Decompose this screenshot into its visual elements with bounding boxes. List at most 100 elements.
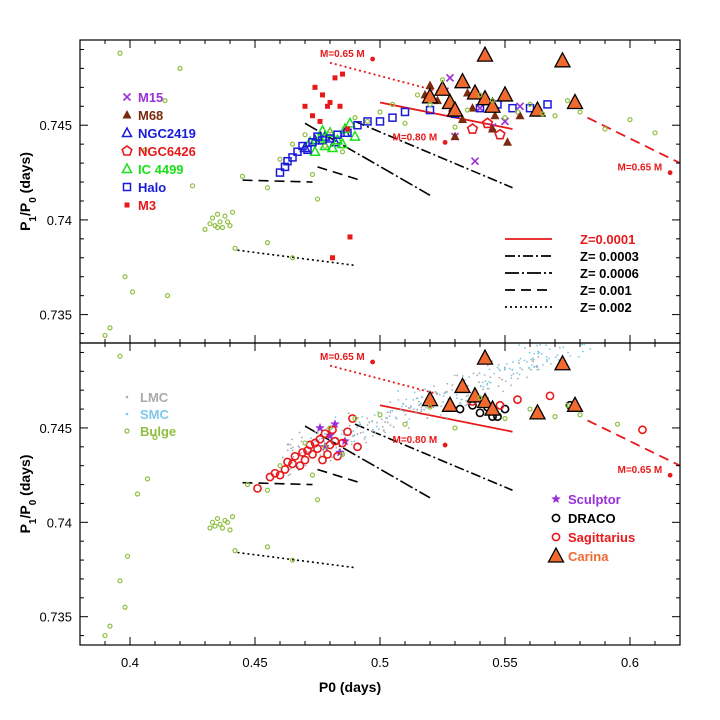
- point-smc: [320, 437, 323, 440]
- y-tick-label: 0.735: [39, 308, 72, 323]
- point-lmc: [532, 360, 534, 363]
- point-lmc: [289, 443, 292, 446]
- point-carina: [496, 85, 514, 102]
- y-tick-label: 0.745: [39, 118, 72, 133]
- point-lmc: [486, 364, 489, 367]
- point-bulge: [224, 519, 231, 525]
- point-smc: [484, 380, 487, 383]
- point-halo: [308, 138, 317, 147]
- point-m3: [317, 118, 323, 124]
- point-smc: [518, 373, 521, 376]
- point-bulge: [552, 414, 558, 420]
- point-ic4499: [314, 131, 326, 143]
- point-sagittarius: [320, 429, 330, 438]
- y-tick-label: 0.735: [39, 610, 72, 625]
- point-sagittarius: [253, 483, 262, 493]
- point-draco: [475, 408, 485, 418]
- point-sagittarius: [348, 414, 357, 423]
- legend-label: IC 4499: [138, 162, 184, 177]
- legend-label: Z= 0.002: [580, 300, 632, 315]
- point-bulge: [314, 196, 321, 202]
- point-bulge: [222, 213, 228, 219]
- legend-marker-ic4499: [121, 162, 133, 174]
- point-lmc: [451, 384, 454, 387]
- point-bulge: [202, 226, 208, 232]
- point-lmc: [298, 446, 301, 449]
- point-bulge: [377, 412, 383, 418]
- point-bulge: [564, 402, 571, 408]
- point-bulge: [539, 111, 546, 117]
- point-bulge: [502, 115, 508, 121]
- point-sagittarius: [298, 448, 307, 457]
- point-sagittarius: [343, 427, 352, 437]
- y-axis-title: P1/P0 (days): [17, 455, 39, 534]
- point-carina: [453, 72, 472, 89]
- point-sagittarius: [290, 451, 300, 461]
- point-smc: [583, 340, 585, 342]
- point-bulge: [214, 224, 221, 231]
- solar-symbol: [667, 472, 673, 478]
- point-smc: [536, 344, 538, 347]
- legend-marker-carina: [547, 546, 565, 563]
- plot-area-bottom: [102, 331, 680, 639]
- point-m68: [425, 80, 435, 89]
- point-smc: [481, 381, 484, 384]
- point-smc: [569, 354, 572, 357]
- point-smc: [456, 394, 458, 396]
- point-lmc: [291, 438, 293, 441]
- model-line-dashed: [587, 419, 680, 467]
- point-smc: [340, 433, 343, 435]
- point-sagittarius: [283, 457, 292, 467]
- point-smc: [596, 331, 598, 333]
- y-axis-title: P1/P0 (days): [17, 152, 39, 231]
- y-tick-label: 0.74: [47, 213, 72, 228]
- point-lmc: [394, 416, 397, 419]
- point-lmc: [371, 435, 374, 437]
- point-lmc: [442, 401, 445, 403]
- point-bulge: [464, 107, 471, 113]
- panel-top: M=0.65 M M=0.80 M M=0.65 M 0.735 0.74 0.745 P1…: [17, 39, 681, 344]
- point-smc: [455, 397, 458, 400]
- point-lmc: [356, 433, 359, 435]
- x-axis-title: P0 (days): [319, 679, 381, 695]
- point-lmc: [416, 408, 419, 411]
- solar-symbol: [442, 442, 448, 448]
- point-bulge: [427, 404, 433, 410]
- point-sculptor: [315, 422, 325, 432]
- point-bulge: [477, 395, 483, 401]
- point-carina: [441, 395, 459, 412]
- point-sagittarius: [280, 465, 290, 474]
- point-ngc6426: [494, 128, 506, 140]
- point-lmc: [348, 424, 351, 427]
- point-lmc: [456, 374, 459, 377]
- point-lmc: [286, 443, 289, 446]
- point-lmc: [388, 415, 391, 418]
- point-bulge: [309, 472, 316, 478]
- point-lmc: [287, 474, 290, 477]
- point-smc: [581, 343, 583, 346]
- point-smc: [504, 367, 506, 370]
- point-lmc: [418, 404, 420, 407]
- point-bulge: [117, 353, 123, 359]
- point-bulge: [327, 128, 333, 134]
- solar-symbol: [442, 139, 448, 145]
- point-smc: [443, 392, 445, 395]
- point-lmc: [440, 405, 443, 408]
- point-lmc: [446, 382, 449, 385]
- legend-marker-ngc2419: [121, 126, 133, 138]
- point-m15: [475, 104, 485, 113]
- point-smc: [542, 364, 545, 366]
- point-smc: [565, 337, 567, 339]
- point-smc: [314, 430, 317, 433]
- point-carina: [466, 83, 484, 100]
- point-smc: [373, 414, 376, 417]
- point-bulge: [122, 604, 128, 610]
- point-lmc: [537, 355, 540, 358]
- point-halo: [400, 107, 410, 117]
- point-smc: [548, 348, 551, 351]
- point-lmc: [426, 417, 429, 419]
- point-m3: [330, 255, 335, 261]
- point-smc: [516, 372, 518, 374]
- point-smc: [517, 359, 520, 362]
- point-bulge: [577, 109, 583, 115]
